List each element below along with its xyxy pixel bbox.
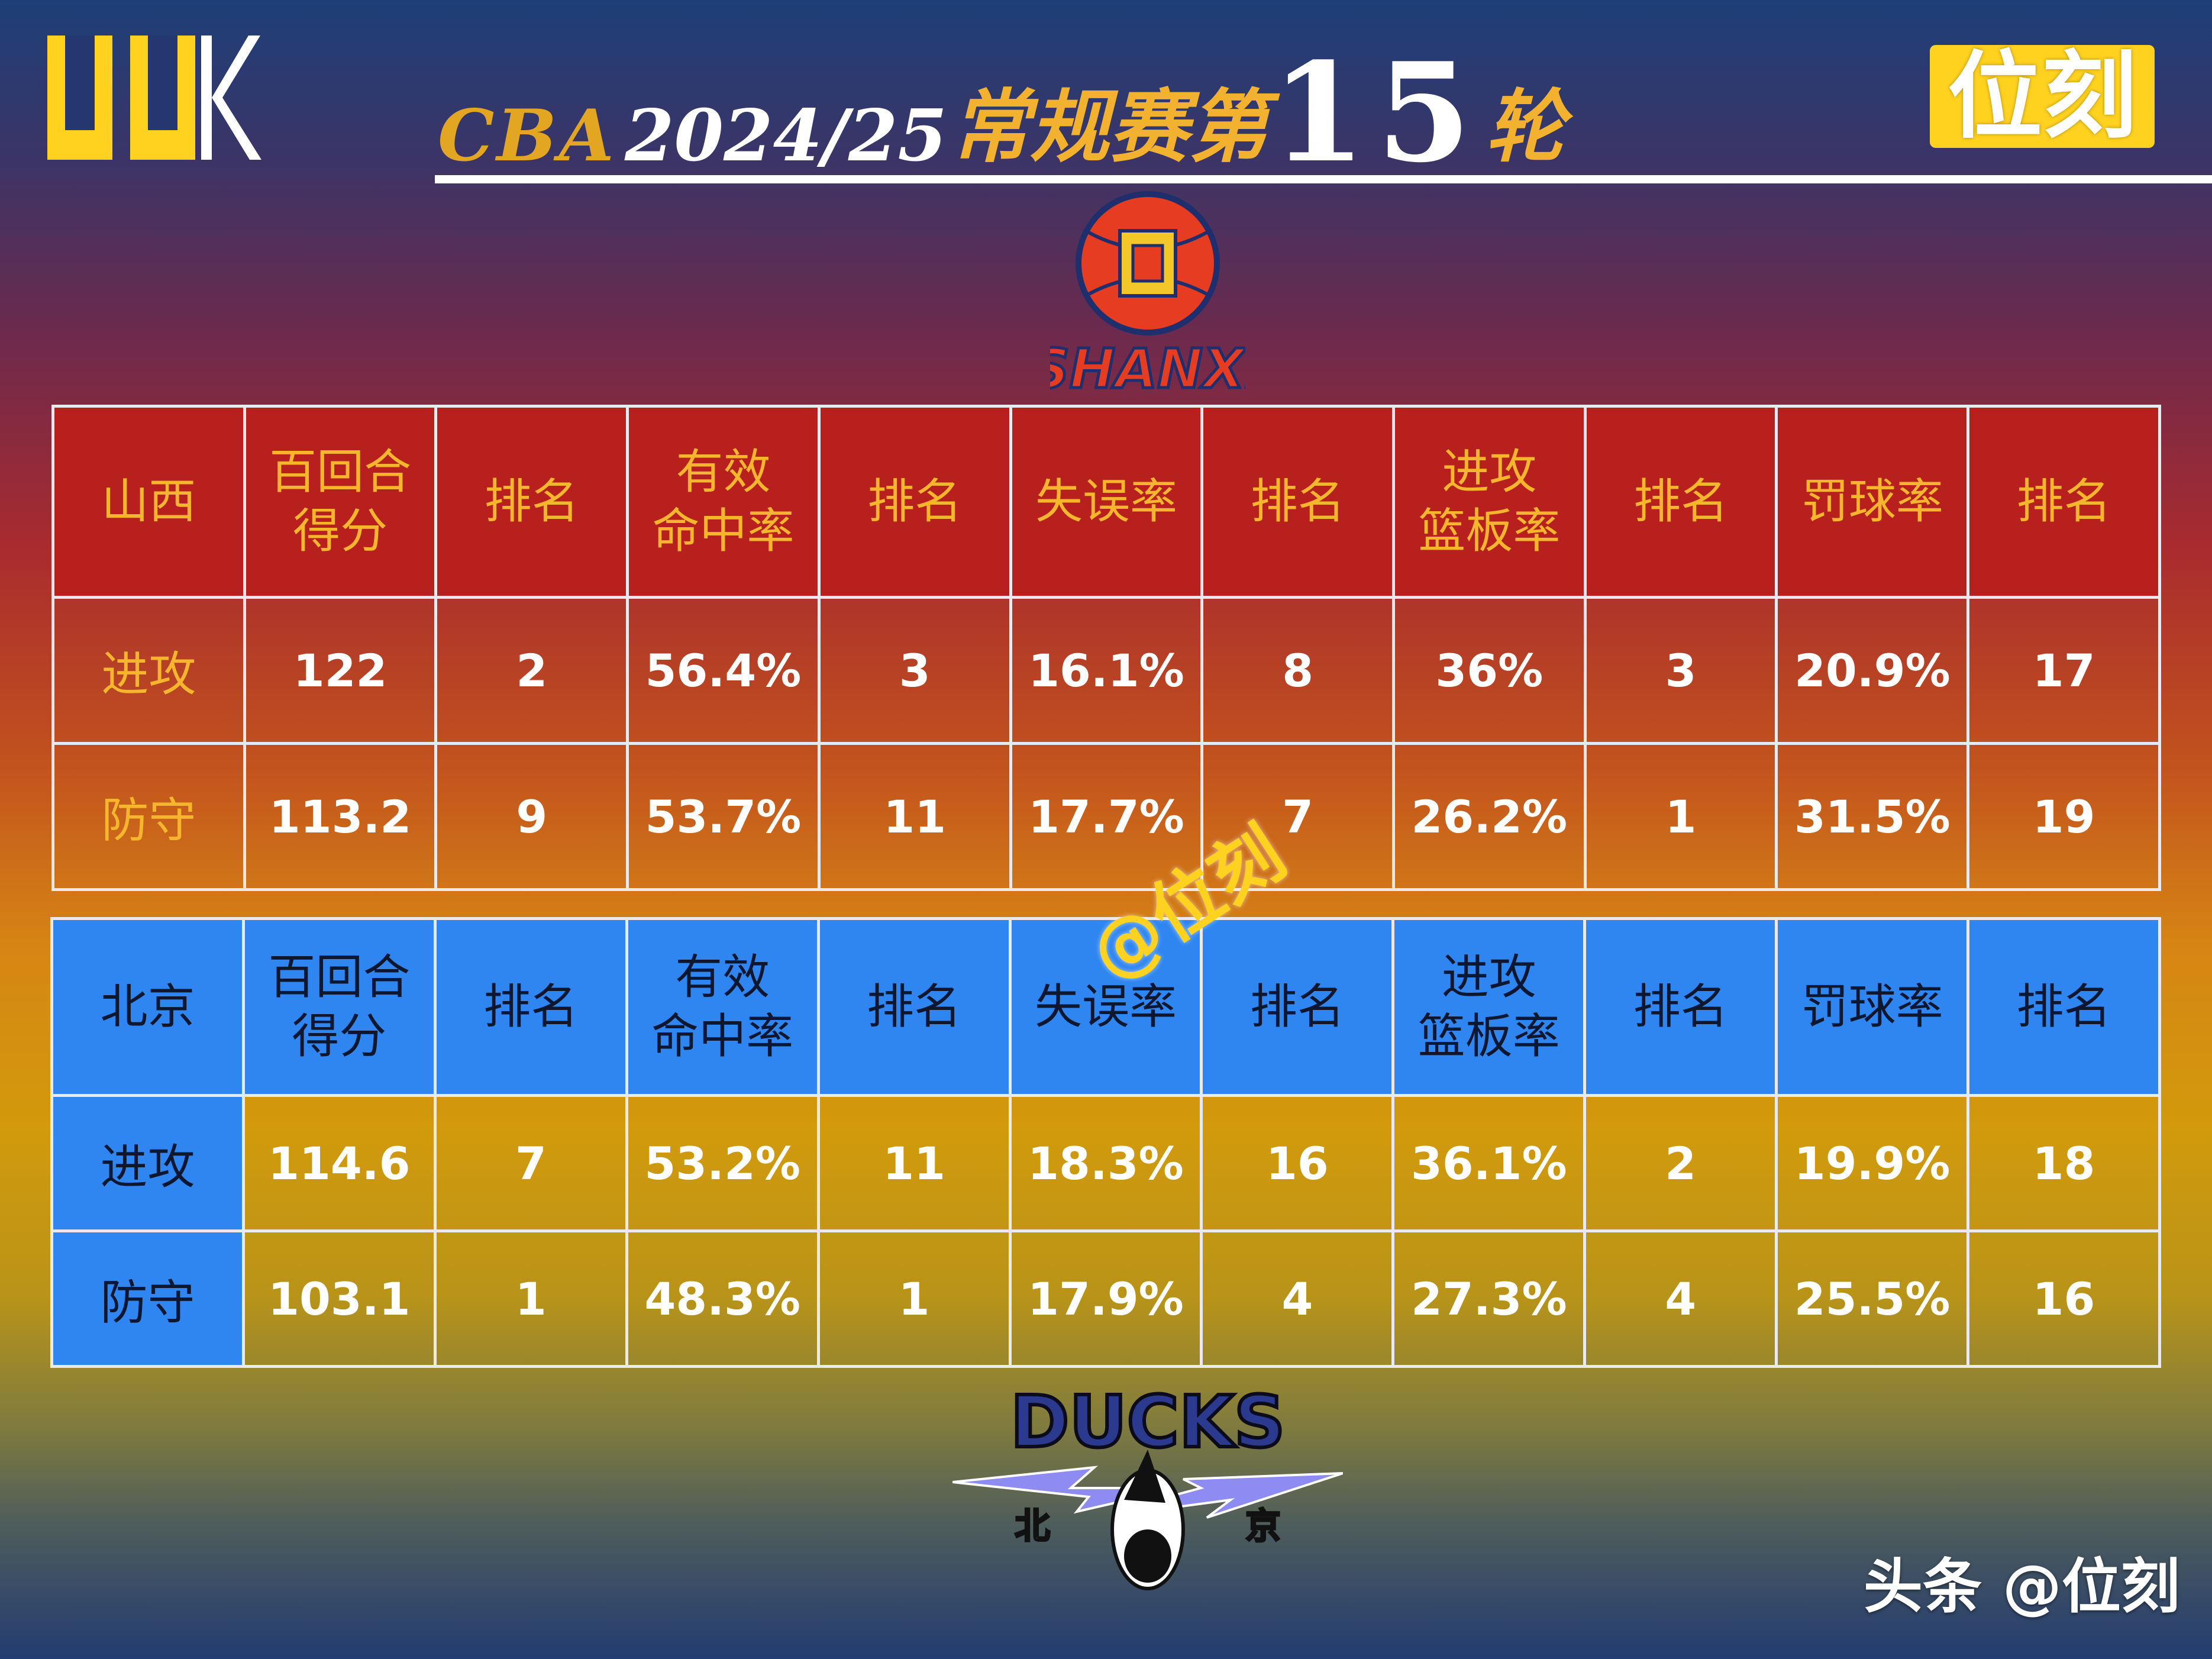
table-cell: 36% <box>1392 596 1587 745</box>
title-season: 2024/25 <box>625 94 947 177</box>
page-title: CBA 2024/25 常规赛第 15 轮 <box>438 24 1565 193</box>
beijing-stats-table: 北京 百回合 得分 排名 有效 命中率 排名 失误率 排名 进攻 篮板率 排名 罚球率 排名 进攻 1… <box>50 917 2161 1368</box>
table-cell: 26.2% <box>1392 742 1587 891</box>
table-cell: 1 <box>1583 742 1778 891</box>
title-round-suffix: 轮 <box>1485 81 1565 173</box>
column-header: 排名 <box>1583 405 1778 599</box>
column-header: 有效 命中率 <box>626 405 821 599</box>
column-header: 排名 <box>817 405 1012 599</box>
row-label: 防守 <box>50 1229 245 1368</box>
row-label: 进攻 <box>51 596 246 745</box>
table-row: 防守 113.2 9 53.7% 11 17.7% 7 26.2% 1 31.5% 19 <box>51 742 2161 891</box>
table-cell: 11 <box>817 742 1012 891</box>
table-cell: 113.2 <box>243 742 438 891</box>
table-cell: 16 <box>1200 1094 1395 1232</box>
table-cell: 2 <box>1583 1094 1778 1232</box>
title-underline <box>435 175 2212 183</box>
brand-badge: 位刻 <box>1930 45 2155 148</box>
title-round: 15 <box>1271 33 1482 193</box>
shanxi-team-logo: SHANXI <box>1050 191 1245 402</box>
table-cell: 36.1% <box>1391 1094 1587 1232</box>
table-cell: 2 <box>434 596 629 745</box>
column-header: 有效 命中率 <box>625 917 820 1097</box>
table-cell: 9 <box>434 742 629 891</box>
ducks-city-left: 北 <box>1015 1506 1050 1547</box>
column-header: 失误率 <box>1009 405 1204 599</box>
table-cell: 4 <box>1200 1229 1395 1368</box>
table-cell: 18.3% <box>1008 1094 1203 1232</box>
table-cell: 53.7% <box>626 742 821 891</box>
column-header: 排名 <box>1966 917 2161 1097</box>
column-header: 排名 <box>434 405 629 599</box>
table-cell: 3 <box>1583 596 1778 745</box>
table-cell: 19 <box>1966 742 2161 891</box>
shanxi-team-header: 山西 <box>51 405 246 599</box>
column-header: 罚球率 <box>1775 405 1970 599</box>
table-cell: 103.1 <box>241 1229 437 1368</box>
column-header: 罚球率 <box>1775 917 1970 1097</box>
table-cell: 3 <box>817 596 1012 745</box>
column-header: 进攻 篮板率 <box>1392 405 1587 599</box>
table-cell: 1 <box>816 1229 1012 1368</box>
row-label: 防守 <box>51 742 246 891</box>
column-header: 百回合 得分 <box>243 405 438 599</box>
table-cell: 114.6 <box>241 1094 437 1232</box>
table-cell: 1 <box>433 1229 628 1368</box>
table-cell: 16.1% <box>1009 596 1204 745</box>
column-header: 排名 <box>1200 405 1396 599</box>
table-cell: 20.9% <box>1775 596 1970 745</box>
table-cell: 4 <box>1583 1229 1778 1368</box>
column-header: 排名 <box>1966 405 2161 599</box>
table-cell: 8 <box>1200 596 1396 745</box>
table-cell: 31.5% <box>1775 742 1970 891</box>
table-cell: 53.2% <box>625 1094 820 1232</box>
table-cell: 11 <box>816 1094 1012 1232</box>
table-cell: 16 <box>1966 1229 2161 1368</box>
column-header: 排名 <box>433 917 628 1097</box>
title-cba: CBA <box>438 94 617 177</box>
table-row: 进攻 114.6 7 53.2% 11 18.3% 16 36.1% 2 19.9% 18 <box>50 1094 2161 1232</box>
beijing-header-row: 北京 百回合 得分 排名 有效 命中率 排名 失误率 排名 进攻 篮板率 排名 罚球率 排名 <box>50 917 2161 1097</box>
title-phase: 常规赛第 <box>950 81 1268 173</box>
table-cell: 17.7% <box>1009 742 1204 891</box>
column-header: 排名 <box>1583 917 1778 1097</box>
table-cell: 18 <box>1966 1094 2161 1232</box>
shanxi-header-row: 山西 百回合 得分 排名 有效 命中率 排名 失误率 排名 进攻 篮板率 排名 罚球率 排名 <box>51 405 2161 599</box>
table-cell: 48.3% <box>625 1229 820 1368</box>
table-cell: 25.5% <box>1775 1229 1970 1368</box>
table-cell: 17.9% <box>1008 1229 1203 1368</box>
shanxi-stats-table: 山西 百回合 得分 排名 有效 命中率 排名 失误率 排名 进攻 篮板率 排名 罚球率 排名 进攻 1… <box>51 405 2161 891</box>
row-label: 进攻 <box>50 1094 245 1232</box>
uuk-logo <box>47 35 261 160</box>
ducks-city-right: 京 <box>1245 1506 1281 1547</box>
table-cell: 7 <box>1200 742 1396 891</box>
beijing-team-header: 北京 <box>50 917 245 1097</box>
table-cell: 7 <box>433 1094 628 1232</box>
column-header: 排名 <box>1200 917 1395 1097</box>
column-header: 排名 <box>816 917 1012 1097</box>
table-cell: 122 <box>243 596 438 745</box>
table-row: 进攻 122 2 56.4% 3 16.1% 8 36% 3 20.9% 17 <box>51 596 2161 745</box>
table-cell: 19.9% <box>1775 1094 1970 1232</box>
table-cell: 17 <box>1966 596 2161 745</box>
shanxi-logo-text: SHANXI <box>1050 337 1245 401</box>
footer-credit: 头条 @位刻 <box>1864 1552 2180 1621</box>
column-header: 进攻 篮板率 <box>1391 917 1587 1097</box>
beijing-team-logo: DUCKS 北 京 <box>952 1384 1343 1590</box>
column-header: 百回合 得分 <box>241 917 437 1097</box>
table-cell: 56.4% <box>626 596 821 745</box>
table-cell: 27.3% <box>1391 1229 1587 1368</box>
table-row: 防守 103.1 1 48.3% 1 17.9% 4 27.3% 4 25.5% 16 <box>50 1229 2161 1368</box>
column-header: 失误率 <box>1008 917 1203 1097</box>
